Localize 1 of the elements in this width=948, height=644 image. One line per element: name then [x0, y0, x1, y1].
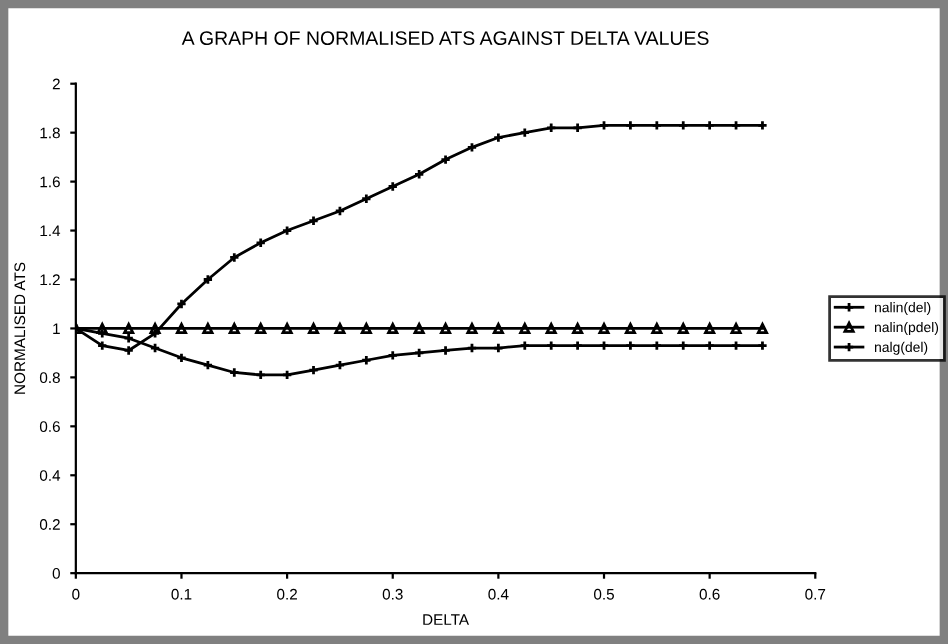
chart-title: A GRAPH OF NORMALISED ATS AGAINST DELTA VALUES: [181, 31, 709, 46]
